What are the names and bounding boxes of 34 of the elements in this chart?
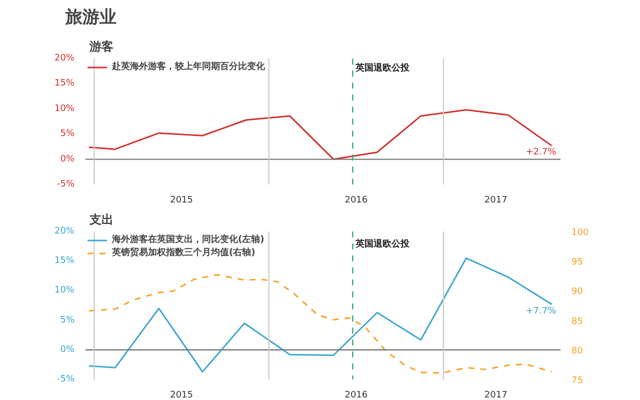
y2-tick-label: 90 <box>572 287 584 298</box>
y2-tick-label: 80 <box>572 346 584 356</box>
chart-title: 旅游业 <box>64 8 116 28</box>
x-tick-label: 2017 <box>484 196 508 206</box>
y-tick-label: -5% <box>56 180 75 190</box>
x-tick-label: 2017 <box>484 390 508 400</box>
y-tick-label: 20% <box>54 226 75 236</box>
y2-tick-label: 95 <box>572 258 583 268</box>
y2-tick-label: 100 <box>572 228 589 238</box>
ref-line-label: 英国退欧公投 <box>354 62 411 74</box>
y-tick-label: 10% <box>54 286 75 296</box>
y-tick-label: -5% <box>56 374 75 384</box>
chart-title: 支出 <box>88 212 114 226</box>
x-tick-label: 2015 <box>170 196 193 206</box>
y-tick-label: 0% <box>60 344 75 355</box>
ref-line-label: 英国退欧公投 <box>354 238 411 250</box>
x-tick-label: 2015 <box>170 390 193 400</box>
y-tick-label: 15% <box>54 78 75 89</box>
y-tick-label: 5% <box>60 129 75 140</box>
legend-label: 赴英海外游客，较上年同期百分比变化 <box>112 60 265 73</box>
y-tick-label: 0% <box>60 154 75 164</box>
annotation: +2.7% <box>526 148 557 158</box>
y-tick-label: 15% <box>54 256 75 266</box>
y-tick-label: 20% <box>54 54 75 64</box>
y-tick-label: 5% <box>60 315 75 326</box>
x-tick-label: 2016 <box>344 196 368 206</box>
x-tick-label: 2016 <box>344 390 368 400</box>
legend-label: 英镑贸易加权指数三个月均值(右轴) <box>112 246 256 259</box>
chart-subtitle: 游客 <box>88 40 114 54</box>
y-tick-label: 10% <box>54 104 75 114</box>
legend-label: 海外游客在英国支出，同比变化(左轴) <box>112 233 264 246</box>
y2-tick-label: 75 <box>572 376 583 386</box>
y2-tick-label: 85 <box>572 316 583 327</box>
annotation: +7.7% <box>526 306 557 316</box>
